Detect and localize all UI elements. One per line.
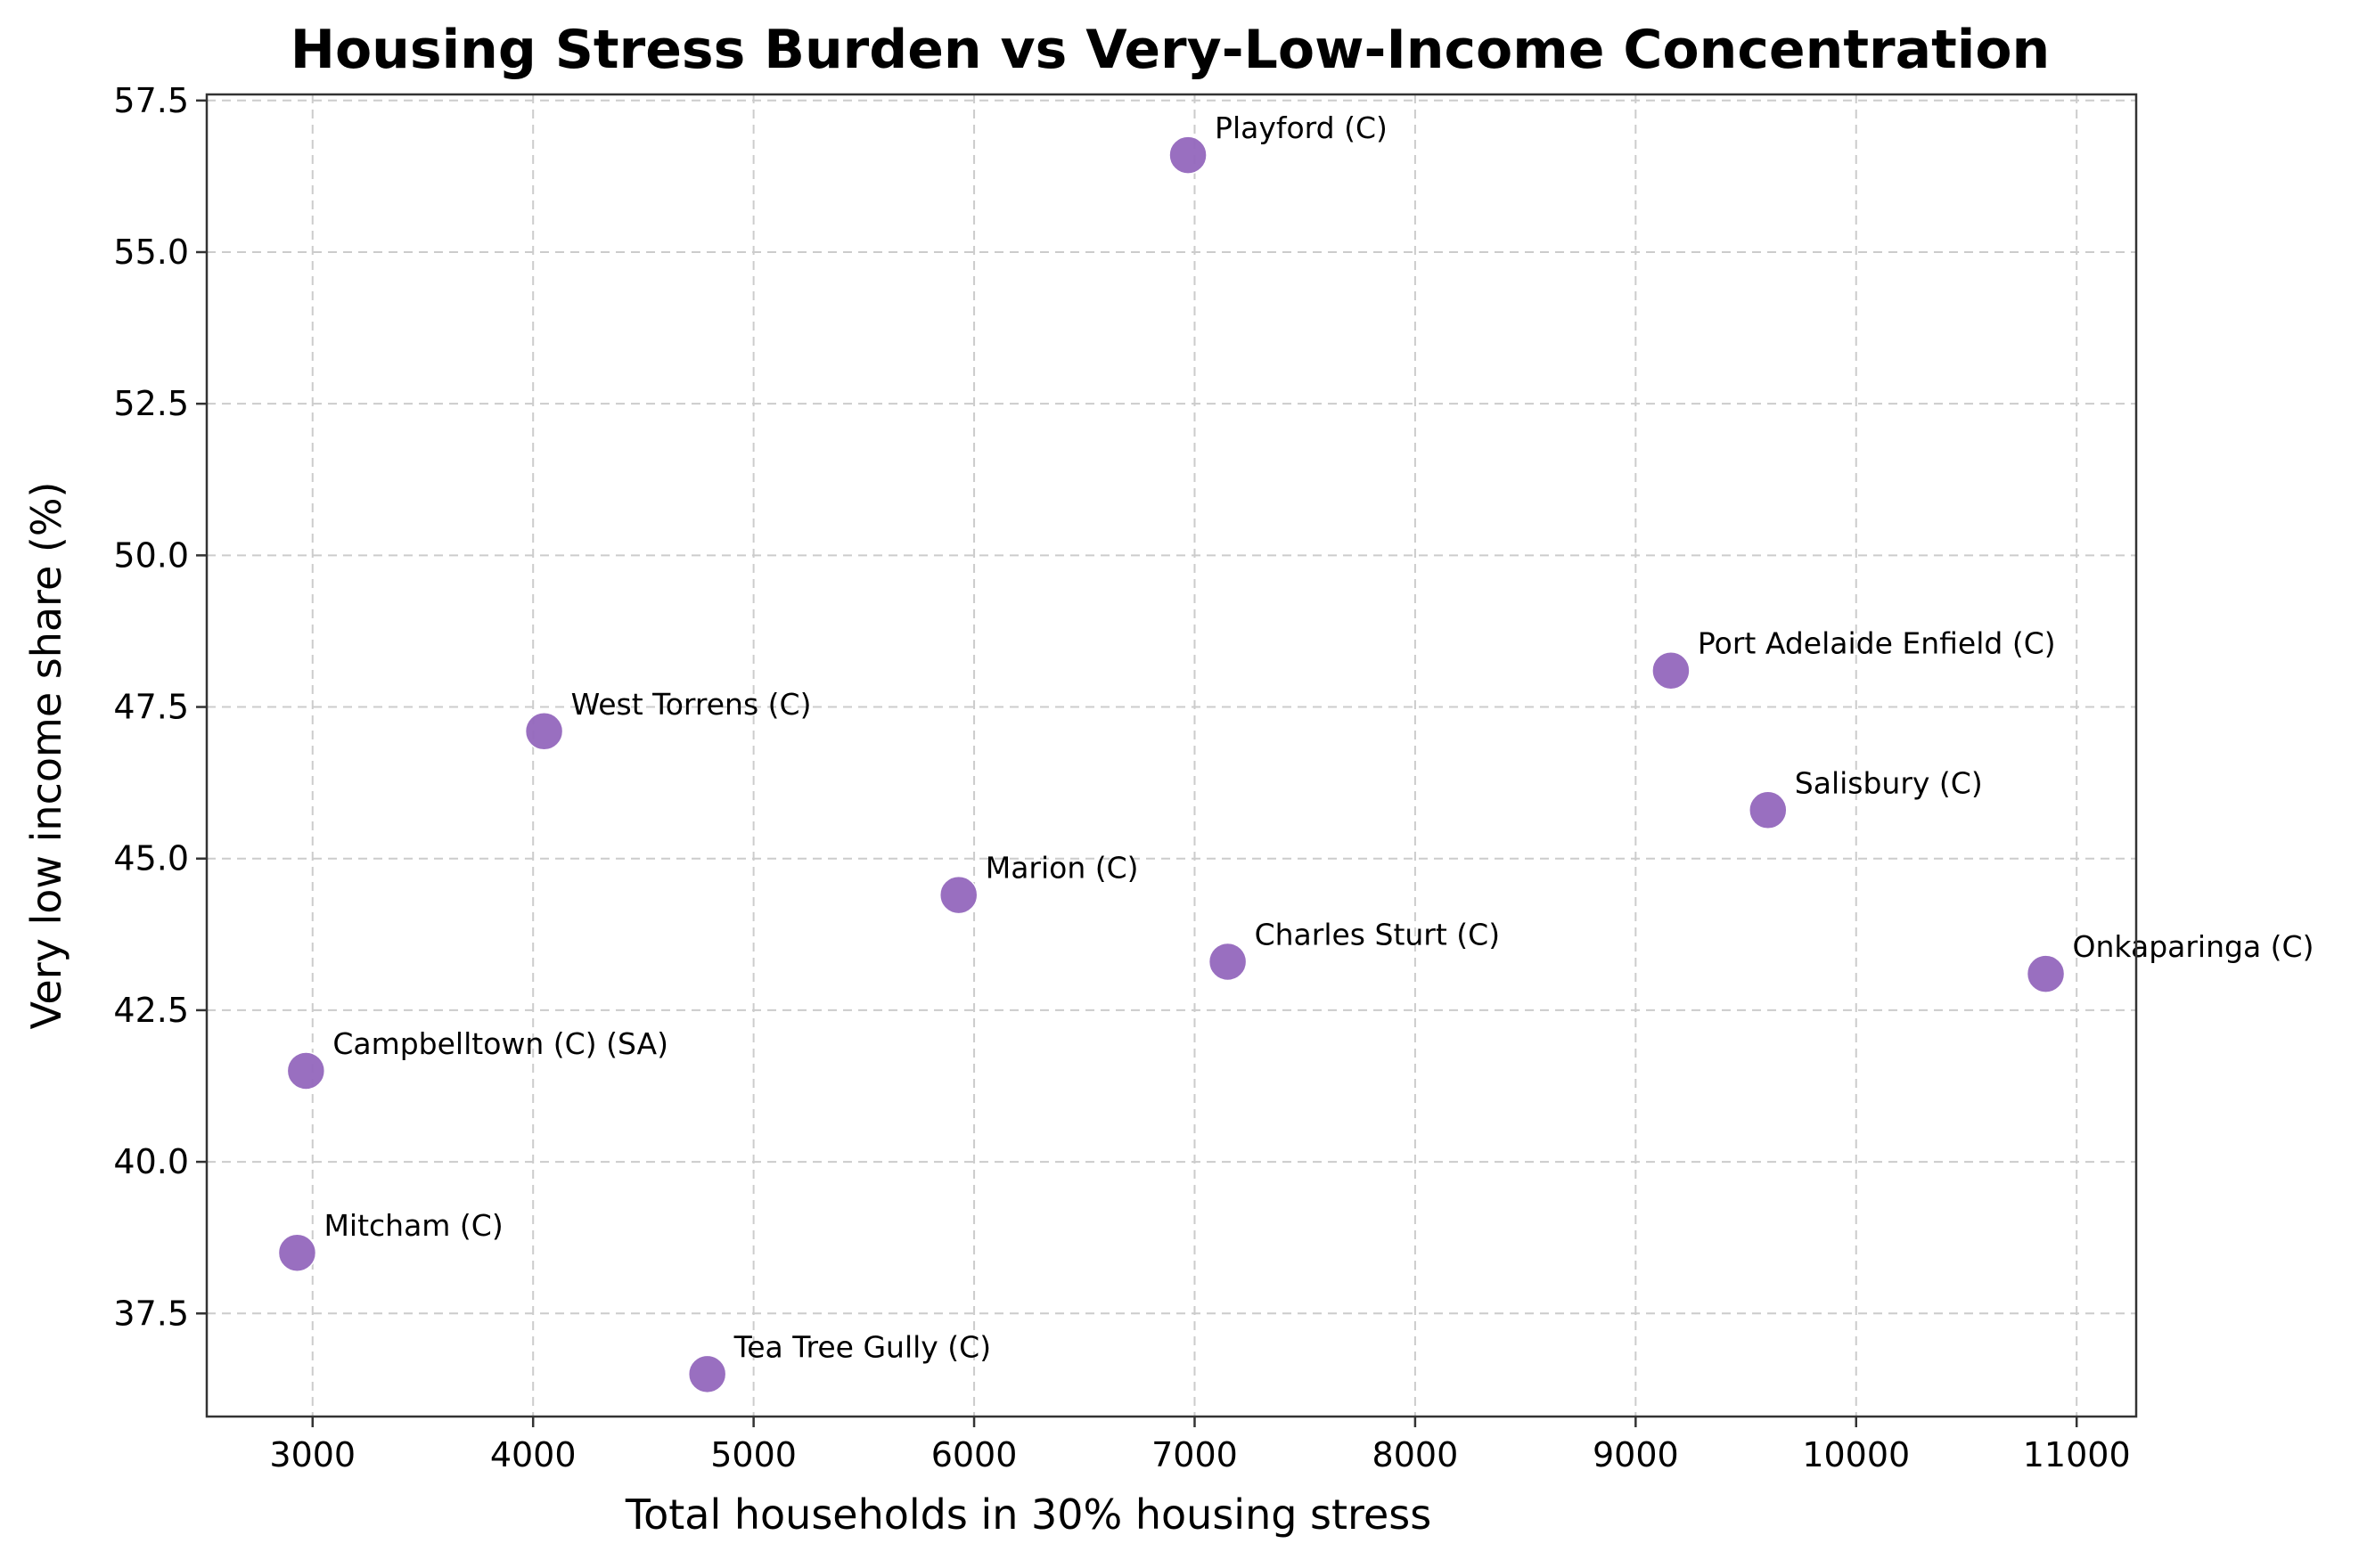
point-label: Onkaparinga (C) bbox=[2073, 929, 2314, 964]
y-tick-label: 50.0 bbox=[113, 535, 189, 575]
x-axis-label: Total households in 30% housing stress bbox=[625, 1490, 1431, 1539]
point-label: Tea Tree Gully (C) bbox=[733, 1329, 991, 1364]
data-points bbox=[277, 135, 2066, 1394]
x-tick-label: 6000 bbox=[931, 1435, 1018, 1474]
x-tick-label: 7000 bbox=[1151, 1435, 1238, 1474]
point-label: Marion (C) bbox=[986, 851, 1139, 886]
y-tick-label: 40.0 bbox=[113, 1142, 189, 1181]
y-tick-label: 42.5 bbox=[113, 991, 189, 1030]
data-point bbox=[2026, 954, 2066, 993]
axis-ticks: 3000 4000 5000 6000 7000 8000 9000 10000 11000 37… bbox=[113, 81, 2130, 1474]
y-tick-label: 45.0 bbox=[113, 839, 189, 878]
x-tick-label: 9000 bbox=[1593, 1435, 1679, 1474]
point-labels: Playford (C) Port Adelaide Enfield (C) Wes… bbox=[324, 110, 2314, 1364]
point-label: Port Adelaide Enfield (C) bbox=[1698, 626, 2056, 661]
point-label: Mitcham (C) bbox=[324, 1208, 503, 1243]
data-point bbox=[1749, 790, 1788, 830]
data-point bbox=[1208, 942, 1248, 982]
y-tick-label: 57.5 bbox=[113, 81, 189, 120]
x-tick-label: 4000 bbox=[490, 1435, 577, 1474]
point-label: Charles Sturt (C) bbox=[1255, 917, 1501, 951]
x-tick-label: 10000 bbox=[1802, 1435, 1910, 1474]
x-tick-label: 11000 bbox=[2023, 1435, 2131, 1474]
data-point bbox=[286, 1051, 326, 1090]
data-point bbox=[524, 712, 564, 751]
y-tick-label: 37.5 bbox=[113, 1294, 189, 1333]
x-tick-label: 3000 bbox=[269, 1435, 356, 1474]
y-tick-label: 55.0 bbox=[113, 233, 189, 272]
y-axis-label: Very low income share (%) bbox=[22, 482, 70, 1030]
data-point bbox=[277, 1233, 317, 1272]
point-label: Playford (C) bbox=[1215, 110, 1388, 145]
x-tick-label: 5000 bbox=[710, 1435, 797, 1474]
grid bbox=[207, 94, 2136, 1417]
point-label: Salisbury (C) bbox=[1795, 765, 1983, 800]
data-point bbox=[687, 1354, 727, 1394]
chart-title: Housing Stress Burden vs Very-Low-Income… bbox=[291, 19, 2051, 81]
point-label: Campbelltown (C) (SA) bbox=[332, 1026, 668, 1061]
axes-frame bbox=[205, 93, 2138, 1418]
data-point bbox=[1168, 135, 1208, 175]
y-tick-label: 52.5 bbox=[113, 384, 189, 423]
point-label: West Torrens (C) bbox=[571, 687, 812, 722]
data-point bbox=[1651, 650, 1691, 690]
data-point bbox=[938, 875, 979, 915]
y-tick-label: 47.5 bbox=[113, 688, 189, 727]
x-tick-label: 8000 bbox=[1372, 1435, 1459, 1474]
